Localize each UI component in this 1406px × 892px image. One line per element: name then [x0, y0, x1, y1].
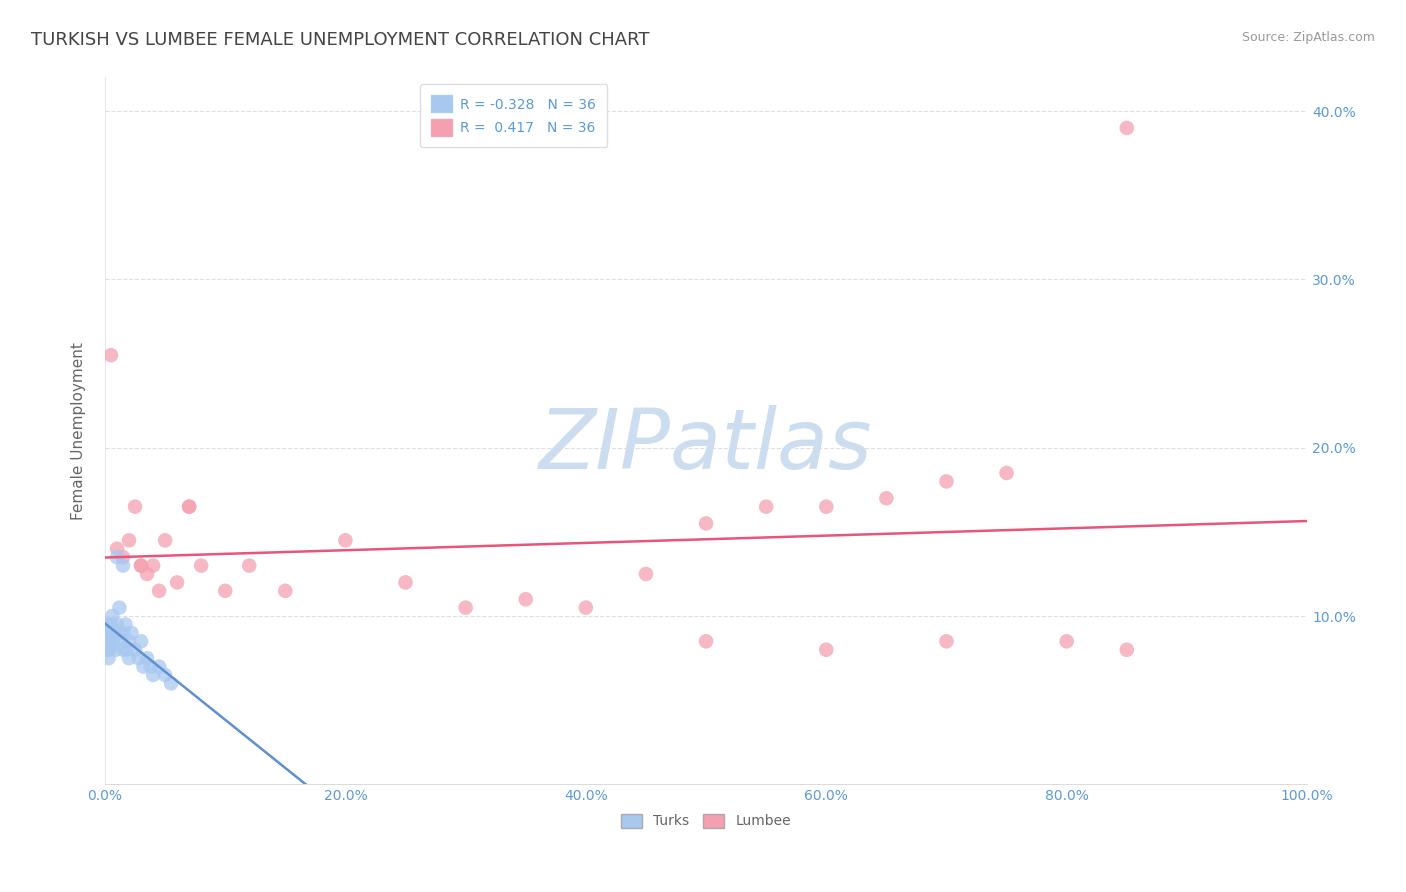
- Point: [142, 668, 165, 682]
- Point: [136, 566, 159, 581]
- Point: [179, 500, 201, 514]
- Point: [104, 626, 127, 640]
- Point: [179, 500, 201, 514]
- Text: TURKISH VS LUMBEE FEMALE UNEMPLOYMENT CORRELATION CHART: TURKISH VS LUMBEE FEMALE UNEMPLOYMENT CO…: [31, 31, 650, 49]
- Point: [815, 500, 838, 514]
- Point: [755, 500, 778, 514]
- Point: [98, 642, 121, 657]
- Point: [394, 575, 416, 590]
- Point: [105, 550, 128, 565]
- Point: [148, 659, 170, 673]
- Point: [148, 583, 170, 598]
- Point: [115, 642, 138, 657]
- Point: [139, 659, 162, 673]
- Point: [124, 500, 146, 514]
- Point: [142, 558, 165, 573]
- Point: [105, 541, 128, 556]
- Point: [335, 533, 357, 548]
- Point: [97, 617, 120, 632]
- Text: ZIPatlas: ZIPatlas: [540, 405, 873, 485]
- Point: [111, 642, 134, 657]
- Text: Source: ZipAtlas.com: Source: ZipAtlas.com: [1241, 31, 1375, 45]
- Point: [118, 651, 141, 665]
- Point: [96, 642, 118, 657]
- Point: [97, 651, 120, 665]
- Point: [111, 626, 134, 640]
- Point: [100, 617, 122, 632]
- Point: [1115, 120, 1137, 135]
- Point: [454, 600, 477, 615]
- Legend: Turks, Lumbee: Turks, Lumbee: [616, 808, 796, 834]
- Point: [214, 583, 236, 598]
- Point: [274, 583, 297, 598]
- Point: [100, 348, 122, 362]
- Point: [114, 617, 136, 632]
- Point: [118, 533, 141, 548]
- Point: [120, 626, 142, 640]
- Point: [129, 558, 152, 573]
- Point: [100, 634, 122, 648]
- Point: [575, 600, 598, 615]
- Point: [128, 651, 150, 665]
- Y-axis label: Female Unemployment: Female Unemployment: [72, 342, 86, 520]
- Point: [238, 558, 260, 573]
- Point: [129, 558, 152, 573]
- Point: [129, 634, 152, 648]
- Point: [153, 533, 176, 548]
- Point: [634, 566, 657, 581]
- Point: [103, 634, 125, 648]
- Point: [695, 634, 717, 648]
- Point: [110, 634, 132, 648]
- Point: [1056, 634, 1078, 648]
- Point: [935, 634, 957, 648]
- Point: [166, 575, 188, 590]
- Point: [105, 617, 128, 632]
- Point: [160, 676, 183, 690]
- Point: [96, 626, 118, 640]
- Point: [815, 642, 838, 657]
- Point: [101, 609, 124, 624]
- Point: [190, 558, 212, 573]
- Point: [104, 642, 127, 657]
- Point: [153, 668, 176, 682]
- Point: [136, 651, 159, 665]
- Point: [875, 491, 897, 506]
- Point: [1115, 642, 1137, 657]
- Point: [111, 558, 134, 573]
- Point: [695, 516, 717, 531]
- Point: [111, 550, 134, 565]
- Point: [118, 634, 141, 648]
- Point: [515, 592, 537, 607]
- Point: [995, 466, 1018, 480]
- Point: [124, 642, 146, 657]
- Point: [935, 475, 957, 489]
- Point: [98, 626, 121, 640]
- Point: [96, 634, 118, 648]
- Point: [108, 600, 131, 615]
- Point: [132, 659, 155, 673]
- Point: [107, 626, 129, 640]
